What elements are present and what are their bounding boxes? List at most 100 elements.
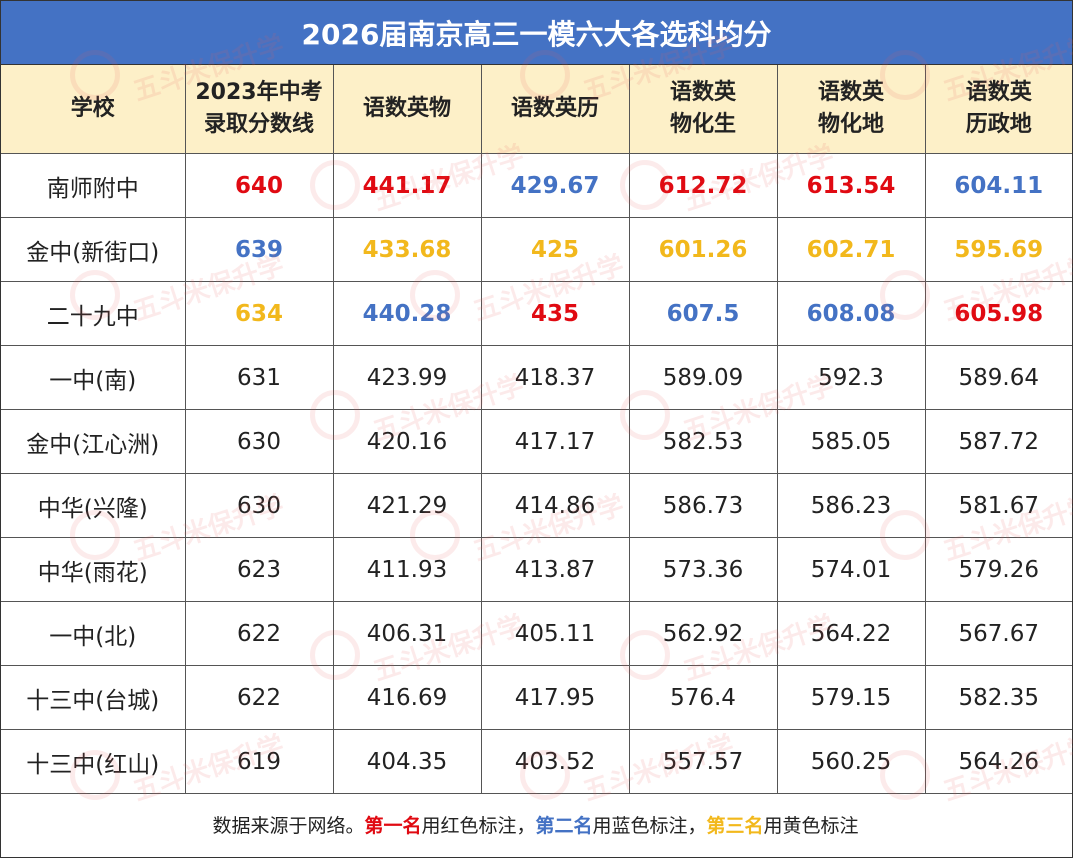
score-cell: 418.37 [480, 345, 630, 410]
score-cell: 429.67 [480, 153, 630, 218]
column-header-line: 语数英 [669, 80, 736, 105]
school-name-cell: 一中(南) [1, 345, 186, 410]
score-cell: 622 [184, 665, 334, 730]
score-cell: 420.16 [332, 409, 482, 474]
score-cell: 579.15 [776, 665, 926, 730]
table-row: 十三中(台城) 622 416.69 417.95 576.4 579.15 582.35 [1, 665, 1072, 730]
school-name-cell: 十三中(台城) [1, 665, 186, 730]
score-cell: 630 [184, 409, 334, 474]
score-cell: 602.71 [776, 217, 926, 282]
score-cell: 574.01 [776, 537, 926, 602]
score-cell: 587.72 [924, 409, 1072, 474]
score-cell: 604.11 [924, 153, 1072, 218]
score-cell: 562.92 [628, 601, 778, 666]
score-cell: 421.29 [332, 473, 482, 538]
score-cell: 592.3 [776, 345, 926, 410]
column-header: 语数英物 [332, 65, 482, 154]
footer-yellow-text: 用黄色标注 [763, 814, 859, 837]
page-title: 2026届南京高三一模六大各选科均分 [1, 1, 1072, 65]
score-cell: 579.26 [924, 537, 1072, 602]
score-cell: 413.87 [480, 537, 630, 602]
score-cell: 441.17 [332, 153, 482, 218]
score-cell: 414.86 [480, 473, 630, 538]
column-header-line: 语数英 [817, 80, 884, 105]
school-name-cell: 南师附中 [1, 153, 186, 218]
score-cell: 423.99 [332, 345, 482, 410]
score-cell: 613.54 [776, 153, 926, 218]
score-cell: 573.36 [628, 537, 778, 602]
score-cell: 433.68 [332, 217, 482, 282]
score-cell: 440.28 [332, 281, 482, 346]
score-cell: 585.05 [776, 409, 926, 474]
school-name-cell: 十三中(红山) [1, 729, 186, 794]
footer-red-text: 用红色标注， [421, 814, 536, 837]
table-row: 中华(雨花) 623 411.93 413.87 573.36 574.01 579.26 [1, 537, 1072, 602]
score-cell: 417.95 [480, 665, 630, 730]
score-cell: 406.31 [332, 601, 482, 666]
school-name-cell: 一中(北) [1, 601, 186, 666]
score-cell: 622 [184, 601, 334, 666]
footer-third-label: 第三名 [706, 814, 764, 837]
score-cell: 631 [184, 345, 334, 410]
score-cell: 405.11 [480, 601, 630, 666]
score-cell: 582.35 [924, 665, 1072, 730]
table-row: 南师附中 640 441.17 429.67 612.72 613.54 604.11 [1, 153, 1072, 218]
column-header-line: 物化地 [817, 112, 884, 137]
footer-first-label: 第一名 [364, 814, 422, 837]
score-cell: 589.09 [628, 345, 778, 410]
table-row: 二十九中 634 440.28 435 607.5 608.08 605.98 [1, 281, 1072, 346]
column-header-line: 语数英物 [362, 96, 451, 121]
school-name-cell: 金中(新街口) [1, 217, 186, 282]
score-cell: 612.72 [628, 153, 778, 218]
column-header: 语数英历 [480, 65, 630, 154]
school-name-cell: 二十九中 [1, 281, 186, 346]
score-cell: 557.57 [628, 729, 778, 794]
score-cell: 595.69 [924, 217, 1072, 282]
score-cell: 411.93 [332, 537, 482, 602]
table-row: 一中(北) 622 406.31 405.11 562.92 564.22 567.67 [1, 601, 1072, 666]
score-cell: 416.69 [332, 665, 482, 730]
score-cell: 607.5 [628, 281, 778, 346]
score-cell: 623 [184, 537, 334, 602]
table-row: 金中(新街口) 639 433.68 425 601.26 602.71 595.69 [1, 217, 1072, 282]
score-table: 学校 2023年中考 录取分数线 语数英物 语数英历 语数英 物化生 语数英 物化地 语数英 历政地… [1, 65, 1072, 794]
school-name-cell: 中华(雨花) [1, 537, 186, 602]
score-cell: 601.26 [628, 217, 778, 282]
score-cell: 403.52 [480, 729, 630, 794]
score-cell: 417.17 [480, 409, 630, 474]
column-header-line: 历政地 [965, 112, 1032, 137]
footer-source-text: 数据来源于网络。 [212, 814, 365, 837]
column-header-line: 物化生 [669, 112, 736, 137]
score-cell: 560.25 [776, 729, 926, 794]
column-header-line: 录取分数线 [203, 112, 314, 137]
score-cell: 640 [184, 153, 334, 218]
footer-second-label: 第二名 [535, 814, 593, 837]
table-row: 金中(江心洲) 630 420.16 417.17 582.53 585.05 587.72 [1, 409, 1072, 474]
footer-blue-text: 用蓝色标注， [592, 814, 707, 837]
column-header-line: 语数英 [965, 80, 1032, 105]
score-cell: 608.08 [776, 281, 926, 346]
footer-note: 数据来源于网络。 第一名 用红色标注， 第二名 用蓝色标注， 第三名 用黄色标注 [0, 792, 1071, 856]
table-body: 南师附中 640 441.17 429.67 612.72 613.54 604.11 金中(… [1, 153, 1072, 794]
column-header-line: 学校 [70, 96, 115, 121]
score-cell: 586.73 [628, 473, 778, 538]
score-cell: 425 [480, 217, 630, 282]
column-header: 2023年中考 录取分数线 [184, 65, 334, 154]
table-row: 一中(南) 631 423.99 418.37 589.09 592.3 589.64 [1, 345, 1072, 410]
table-row: 中华(兴隆) 630 421.29 414.86 586.73 586.23 581.67 [1, 473, 1072, 538]
score-cell: 586.23 [776, 473, 926, 538]
score-cell: 582.53 [628, 409, 778, 474]
column-header: 学校 [1, 65, 186, 154]
score-cell: 634 [184, 281, 334, 346]
score-cell: 630 [184, 473, 334, 538]
column-header-line: 2023年中考 [195, 80, 323, 105]
column-header: 语数英 历政地 [924, 65, 1072, 154]
score-cell: 581.67 [924, 473, 1072, 538]
score-cell: 435 [480, 281, 630, 346]
score-cell: 605.98 [924, 281, 1072, 346]
table-row: 十三中(红山) 619 404.35 403.52 557.57 560.25 564.26 [1, 729, 1072, 794]
column-header: 语数英 物化地 [776, 65, 926, 154]
column-header: 语数英 物化生 [628, 65, 778, 154]
score-cell: 576.4 [628, 665, 778, 730]
